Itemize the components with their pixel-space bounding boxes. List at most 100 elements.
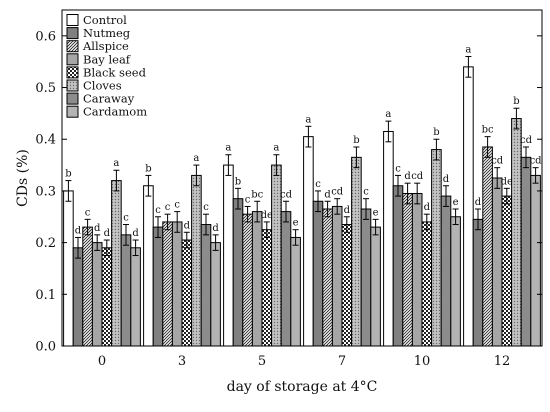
bar-bay-leaf-day-12 xyxy=(491,177,503,347)
significance-label: cd xyxy=(331,187,344,198)
legend-swatch xyxy=(66,40,79,53)
bar-caraway-day-10 xyxy=(440,195,452,347)
bar-bay-leaf-day-5 xyxy=(251,211,263,347)
significance-label: c xyxy=(174,200,180,211)
bar-allspice-day-12 xyxy=(482,146,493,347)
legend-swatch xyxy=(66,14,79,26)
significance-label: c xyxy=(165,202,171,213)
y-tick-label: 0.2 xyxy=(35,236,56,251)
bar-caraway-day-0 xyxy=(120,234,132,347)
bar-control-day-3 xyxy=(143,185,154,347)
bar-nutmeg-day-0 xyxy=(72,247,84,347)
bar-cloves-day-10 xyxy=(431,149,442,347)
bar-cardamom-day-3 xyxy=(210,242,221,347)
significance-label: a xyxy=(465,45,471,56)
bar-cloves-day-0 xyxy=(111,180,122,347)
legend-label: Control xyxy=(83,13,127,27)
legend-swatch xyxy=(66,27,79,40)
significance-label: d xyxy=(443,174,450,185)
plot-frame xyxy=(61,9,543,347)
bar-control-day-10 xyxy=(383,130,394,347)
bar-cardamom-day-0 xyxy=(130,247,141,347)
bar-black-seed-day-10 xyxy=(421,221,433,347)
bar-allspice-day-3 xyxy=(162,221,173,347)
bar-nutmeg-day-5 xyxy=(232,198,244,347)
significance-label: d xyxy=(344,205,351,216)
significance-label: b xyxy=(235,176,241,187)
significance-label: c xyxy=(155,205,161,216)
bar-nutmeg-day-3 xyxy=(152,226,164,347)
bar-allspice-day-7 xyxy=(322,208,333,347)
significance-label: cd xyxy=(520,135,533,146)
significance-label: e xyxy=(373,207,379,218)
bar-bay-leaf-day-10 xyxy=(411,193,423,347)
y-axis-title: CDs (%) xyxy=(15,149,31,207)
y-tick-label: 0.1 xyxy=(35,288,56,303)
x-tick-label: 12 xyxy=(494,354,511,369)
bar-cardamom-day-5 xyxy=(290,236,301,347)
bar-cloves-day-12 xyxy=(511,118,522,347)
x-tick-label: 0 xyxy=(98,354,106,369)
significance-label: a xyxy=(305,114,311,125)
bar-control-day-7 xyxy=(303,136,314,347)
significance-label: c xyxy=(203,202,209,213)
legend-label: Cardamom xyxy=(83,105,147,119)
bar-nutmeg-day-12 xyxy=(472,218,484,347)
significance-label: a xyxy=(113,158,119,169)
significance-label: b xyxy=(433,127,439,138)
bar-black-seed-day-7 xyxy=(341,224,353,347)
bar-bay-leaf-day-3 xyxy=(171,221,183,347)
legend-label: Cloves xyxy=(83,79,122,93)
significance-label: c xyxy=(245,194,251,205)
significance-label: d xyxy=(424,202,431,213)
significance-label: c xyxy=(123,213,129,224)
legend-label: Caraway xyxy=(83,92,135,106)
y-tick-label: 0.0 xyxy=(35,340,56,355)
x-tick-label: 3 xyxy=(178,354,186,369)
bar-allspice-day-10 xyxy=(402,193,413,347)
significance-label: d xyxy=(475,197,482,208)
significance-label: d xyxy=(184,220,191,231)
y-tick-label: 0.3 xyxy=(35,184,56,199)
legend-label: Black seed xyxy=(83,65,147,79)
bar-cardamom-day-7 xyxy=(370,226,381,347)
legend-swatch xyxy=(66,79,79,92)
bar-allspice-day-5 xyxy=(242,213,253,347)
significance-label: c xyxy=(395,163,401,174)
y-tick-label: 0.4 xyxy=(35,133,56,148)
significance-label: d xyxy=(104,228,111,239)
significance-label: cd xyxy=(491,156,504,167)
legend-swatch xyxy=(66,53,79,66)
x-tick-label: 5 xyxy=(258,354,266,369)
x-tick-label: 10 xyxy=(414,354,431,369)
bar-black-seed-day-3 xyxy=(181,239,193,347)
x-tick-label: 7 xyxy=(338,354,346,369)
y-tick-label: 0.5 xyxy=(35,81,56,96)
significance-label: d xyxy=(132,228,139,239)
bar-control-day-5 xyxy=(223,164,234,347)
significance-label: cd xyxy=(411,171,424,182)
significance-label: e xyxy=(293,218,299,229)
significance-label: b xyxy=(65,169,71,180)
significance-label: bc xyxy=(482,125,494,136)
significance-label: d xyxy=(404,171,411,182)
bar-caraway-day-3 xyxy=(200,224,212,347)
bar-caraway-day-7 xyxy=(360,208,372,347)
significance-label: d xyxy=(94,223,101,234)
significance-label: d xyxy=(212,223,219,234)
significance-label: c xyxy=(315,179,321,190)
significance-label: b xyxy=(513,96,519,107)
x-axis: 0 3 5 7 10 12 xyxy=(98,341,510,369)
significance-label: c xyxy=(85,207,91,218)
legend-label: Allspice xyxy=(82,39,129,53)
bar-nutmeg-day-7 xyxy=(312,200,324,347)
bar-black-seed-day-0 xyxy=(101,247,113,347)
bar-cardamom-day-10 xyxy=(450,216,461,347)
significance-label: a xyxy=(385,109,391,120)
bar-caraway-day-12 xyxy=(520,156,532,347)
significance-label: a xyxy=(273,143,279,154)
significance-label: cd xyxy=(530,156,543,167)
legend-swatch xyxy=(66,92,79,105)
